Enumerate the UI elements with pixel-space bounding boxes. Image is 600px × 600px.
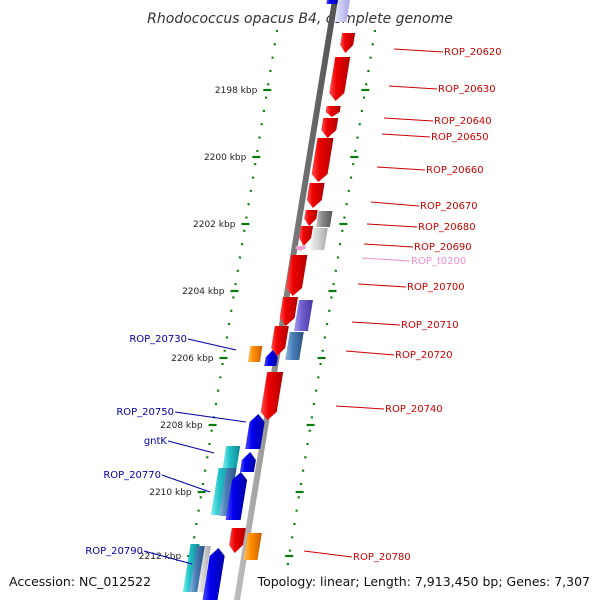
label-leader: [303, 550, 353, 558]
label-leader: [381, 133, 431, 138]
gene-gntk: [222, 446, 241, 468]
gene-rop-20710: [279, 297, 298, 326]
gene-rop-20640: [325, 106, 341, 117]
gene-rop-20790-light: [197, 546, 211, 592]
topology-label: Topology: linear; Length: 7,913,450 bp; …: [257, 574, 590, 589]
label-leader: [361, 257, 411, 262]
gene-rop-20700: [286, 255, 308, 296]
ruler-dots-left: [186, 29, 279, 576]
gene-rop-20770: [225, 472, 248, 520]
gene-rop-20660: [311, 138, 334, 182]
accession-label: Accession: NC_012522: [9, 574, 151, 589]
ruler-tick-label: 2204 kbp: [182, 287, 225, 297]
gene-track: [182, 0, 356, 600]
gene-top-blue: [326, 0, 339, 4]
ruler-tick-label: 2206 kbp: [171, 354, 214, 364]
gene-label: ROP_20730: [129, 334, 187, 345]
ruler-tick-label: 2202 kbp: [193, 220, 236, 230]
gene-rop-20690: [299, 226, 314, 246]
gene-rop-20740: [260, 372, 284, 420]
label-leader: [370, 201, 420, 207]
ruler-tick-label: 2208 kbp: [160, 421, 203, 431]
gene-rop-20620: [340, 33, 356, 53]
gene-label: ROP_20770: [103, 470, 161, 481]
gene-rop-20680-gray: [315, 211, 333, 227]
gene-orange-left: [247, 346, 263, 362]
label-leader: [388, 85, 438, 90]
label-leader: [187, 338, 237, 351]
ruler-tick-label: 2210 kbp: [149, 488, 192, 498]
gene-label: ROP_20630: [438, 84, 496, 95]
gene-label: ROP_20670: [420, 201, 478, 212]
gene-label: ROP_20740: [385, 404, 443, 415]
gene-rop-20630: [329, 57, 351, 101]
label-leader: [345, 350, 395, 356]
gene-label: ROP_20790: [85, 546, 143, 557]
gene-label: ROP_20680: [418, 222, 476, 233]
label-leader: [383, 117, 434, 122]
gene-rop-20750: [245, 414, 265, 449]
label-leader: [376, 166, 426, 171]
gene-rop-20780: [229, 528, 246, 553]
ruler-tick-label: 2198 kbp: [215, 86, 258, 96]
label-leader: [161, 474, 211, 493]
genome-title: Rhodococcus opacus B4, complete genome: [147, 11, 453, 27]
gene-label: ROP_20660: [426, 165, 484, 176]
label-leader: [335, 405, 385, 410]
gene-rop-20730: [264, 350, 278, 366]
gene-label: ROP_t0200: [411, 256, 466, 267]
gene-rop-20720: [271, 326, 289, 356]
gene-rop-20790: [202, 548, 225, 600]
label-leader: [363, 243, 414, 248]
gene-rop-20790-steel: [189, 546, 205, 592]
gene-rop-20720-steel: [285, 332, 304, 360]
gene-labels: ROP_20620 ROP_20630 ROP_20640 ROP_20650 ROP_…: [85, 47, 502, 565]
ruler-tick-label: 2200 kbp: [204, 153, 247, 163]
gene-rop-20670: [306, 183, 325, 208]
gene-label: ROP_20710: [401, 320, 459, 331]
gene-label: ROP_20720: [395, 350, 453, 361]
gene-label: ROP_20780: [353, 552, 411, 563]
gene-rop-20690-light: [310, 228, 328, 250]
gene-top-lavender: [334, 0, 350, 22]
gene-label: ROP_20620: [444, 47, 502, 58]
gene-blue-small: [239, 452, 256, 472]
gene-label: ROP_20750: [116, 407, 174, 418]
label-leader: [393, 48, 444, 53]
gene-label: ROP_20690: [414, 242, 472, 253]
label-leader: [351, 321, 401, 326]
gene-label: gntK: [144, 436, 168, 447]
gene-rop-20780-orange: [243, 533, 262, 560]
label-leader: [174, 411, 247, 423]
ruler-tick-label: 2212 kbp: [139, 552, 182, 562]
gene-label: ROP_20650: [431, 132, 489, 143]
gene-label: ROP_20640: [434, 116, 492, 127]
label-leader: [167, 440, 215, 454]
gene-rop-t0200: [295, 246, 306, 251]
ruler-dots-right: [284, 29, 377, 576]
coordinate-ruler: 2198 kbp 2200 kbp 2202 kbp 2204 kbp 2206 kbp…: [139, 29, 377, 576]
label-leader: [357, 283, 407, 288]
gene-rop-20710-purple: [293, 300, 313, 331]
gene-rop-20680: [304, 210, 318, 226]
label-leader: [143, 550, 193, 565]
gene-rop-20650: [321, 118, 339, 138]
label-leader: [366, 223, 418, 228]
gene-label: ROP_20700: [407, 282, 465, 293]
